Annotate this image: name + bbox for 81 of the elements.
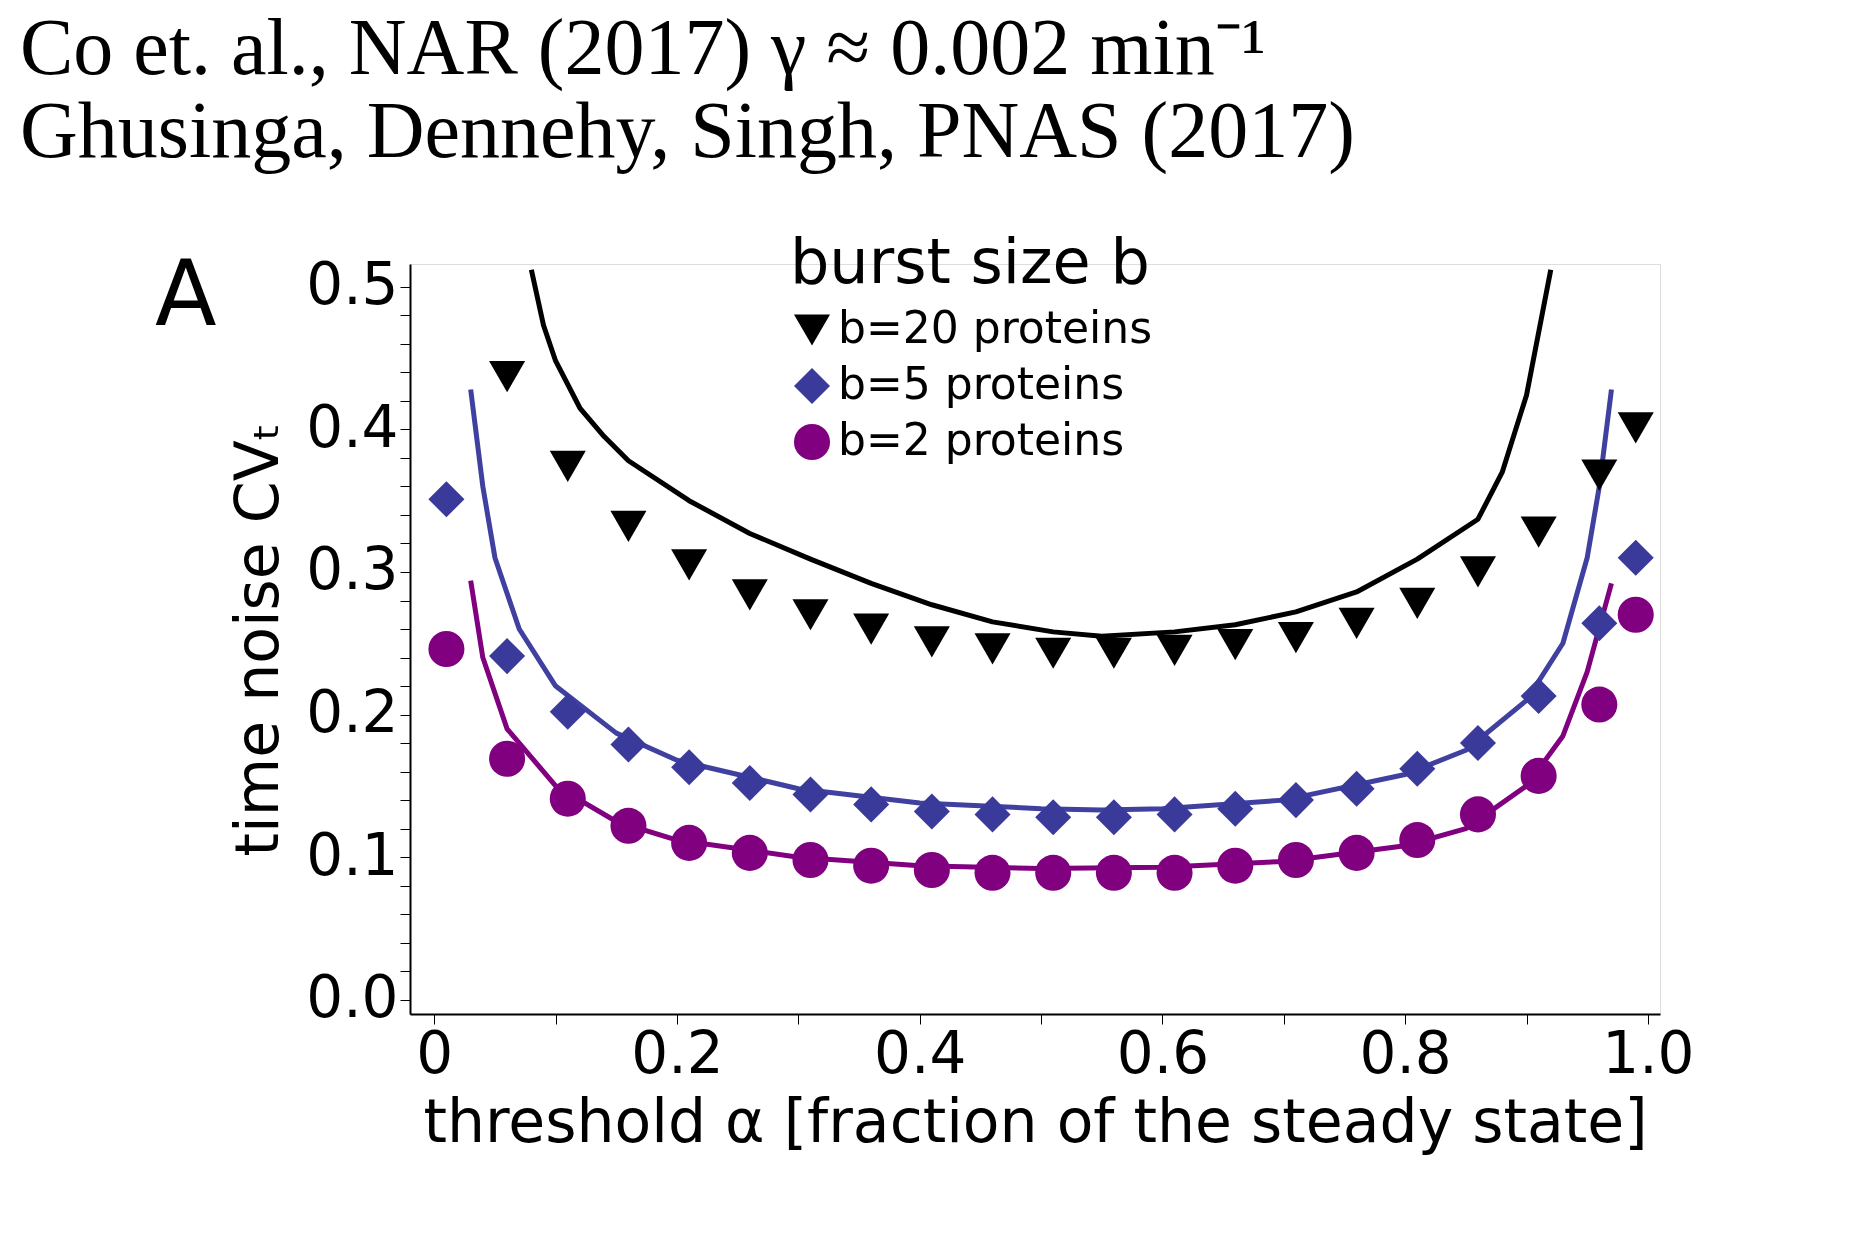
point	[1581, 605, 1618, 642]
y-tick-label: 0.5	[306, 250, 399, 319]
x-tick-label: 0	[416, 1018, 454, 1087]
point	[1581, 459, 1618, 491]
point	[549, 780, 586, 817]
point	[974, 796, 1011, 833]
x-axis-title: threshold α [fraction of the steady state]	[423, 1085, 1648, 1156]
point	[671, 824, 708, 861]
point	[792, 776, 829, 813]
point	[731, 834, 768, 871]
y-tick-label: 0.2	[306, 678, 399, 747]
point	[913, 793, 950, 830]
point	[610, 807, 647, 844]
point	[1520, 516, 1557, 548]
y-tick-label: 0.1	[306, 820, 399, 889]
point	[1217, 847, 1254, 884]
point	[1520, 757, 1557, 794]
point	[610, 726, 647, 763]
point	[974, 633, 1011, 665]
point	[1338, 607, 1375, 639]
point	[1459, 556, 1496, 588]
legend-label: b=20 proteins	[838, 302, 1153, 353]
point	[1338, 770, 1375, 807]
point	[1399, 587, 1436, 619]
point	[1156, 634, 1193, 667]
point	[1277, 621, 1314, 654]
point	[1581, 686, 1618, 723]
point	[1277, 782, 1314, 819]
point	[1277, 842, 1314, 878]
legend-title: burst size b	[790, 225, 1150, 298]
point	[853, 847, 890, 884]
point	[1459, 796, 1496, 833]
point	[549, 693, 586, 730]
point	[1217, 629, 1254, 661]
point	[792, 842, 829, 878]
point	[1399, 822, 1436, 859]
point	[1217, 790, 1254, 827]
x-tick-label: 0.2	[631, 1018, 724, 1087]
point	[913, 626, 950, 658]
y-tick-label: 0.0	[306, 963, 399, 1032]
point	[489, 740, 526, 777]
point	[792, 599, 829, 631]
point	[1617, 539, 1654, 576]
point	[1617, 412, 1654, 444]
point	[671, 549, 708, 581]
point	[913, 852, 950, 888]
point	[853, 786, 890, 823]
x-tick-label: 0.4	[874, 1018, 967, 1087]
point	[1156, 854, 1193, 891]
x-tick-label: 0.8	[1359, 1018, 1452, 1087]
y-axis-title: time noise CVₜ	[222, 422, 293, 857]
point	[853, 613, 890, 645]
point	[1399, 750, 1436, 787]
point	[1520, 678, 1557, 715]
point	[1095, 799, 1132, 836]
x-tick-label: 0.6	[1116, 1018, 1210, 1087]
point	[974, 854, 1011, 891]
point	[428, 630, 465, 667]
point	[489, 638, 526, 675]
point	[671, 749, 708, 786]
point	[1095, 637, 1132, 669]
point	[1459, 725, 1496, 762]
y-tick-label: 0.3	[306, 535, 399, 604]
point	[1156, 796, 1193, 833]
point	[1095, 854, 1132, 891]
point	[1035, 799, 1072, 836]
point	[428, 481, 465, 518]
y-tick-label: 0.4	[306, 392, 399, 461]
point	[1035, 854, 1072, 891]
point	[1338, 834, 1375, 871]
point	[549, 450, 586, 483]
point	[1617, 596, 1654, 633]
point	[731, 579, 768, 611]
point	[1035, 637, 1072, 669]
legend-label: b=2 proteins	[838, 414, 1125, 465]
point	[489, 361, 526, 393]
text: A	[155, 241, 217, 346]
x-tick-label: 1.0	[1602, 1018, 1695, 1087]
point	[610, 510, 647, 542]
legend-label: b=5 proteins	[838, 358, 1125, 409]
point	[731, 764, 768, 802]
